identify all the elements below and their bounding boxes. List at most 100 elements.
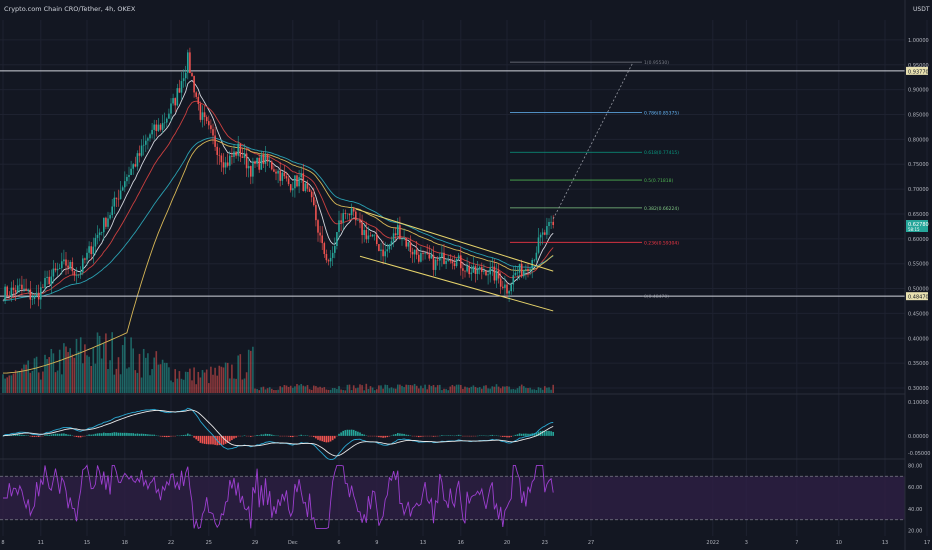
candle-body [140,145,143,156]
candle-body [149,134,151,139]
volume-bar [239,354,242,393]
candle-body [63,259,65,262]
macd-histogram-bar [203,435,206,444]
time-tick-label: 13 [420,540,426,546]
volume-bar [292,387,294,393]
channel-lines[interactable] [355,62,634,312]
volume-bar [268,387,271,393]
candle-body [98,232,101,235]
candle-body [224,162,227,168]
macd-histogram-bar [134,433,137,436]
macd-histogram-bar [82,435,84,437]
channel-line [355,208,554,272]
volume-bar [82,363,84,393]
volume-bar [380,385,382,393]
volume-bar [371,387,374,393]
volume-bar [58,349,61,393]
fib-level-label: 0.5(0.71818) [644,178,674,184]
volume-bar [430,386,433,393]
candle-body [258,157,260,170]
candle-body [468,266,470,275]
candle-body [184,72,187,79]
candle-body [508,291,510,294]
candle-body [35,292,38,296]
volume-bar [468,387,470,393]
volume-bar [334,388,336,393]
volume-bar [378,385,380,393]
macd-histogram-bar [441,435,443,436]
candle-body [90,246,92,255]
volume-bar [25,364,27,393]
volume-bar [281,387,284,393]
macd-histogram-bar [140,433,143,436]
candle-body [317,220,319,233]
volume-bar [541,389,544,393]
macd-histogram-bar [199,435,202,443]
volume-bar [394,388,397,393]
volume-bar [193,367,195,393]
candle-body [241,156,244,158]
macd-histogram-bar [132,433,134,436]
volume-bar [537,387,540,393]
candle-body [315,205,317,221]
candle-body [262,154,265,164]
candle-body [462,268,464,271]
macd-histogram-bar [546,430,548,436]
volume-bar [447,390,449,393]
candle-body [472,266,475,273]
candle-body [27,289,29,291]
macd-histogram-bar [313,435,315,438]
volume-bar [121,345,124,393]
macd-histogram-bar [233,435,235,439]
price-tick-label: 0.60000 [908,237,929,243]
volume-bar [499,388,502,393]
volume-bar [247,349,250,393]
candle-body [29,289,32,300]
candle-body [493,266,496,281]
time-tick-label: 7 [795,540,798,546]
time-tick-label: 2022 [706,540,719,546]
candle-body [159,124,162,130]
macd-histogram-bar [550,431,552,436]
volume-bar [266,388,269,393]
volume-bar [84,344,86,393]
candle-body [340,220,342,223]
candle-body [424,253,426,254]
candle-body [510,284,512,292]
volume-bar [231,364,233,393]
macd-histogram-bar [510,435,512,437]
candle-body [210,125,212,130]
candle-body [170,103,172,114]
candle-body [518,263,521,273]
candle-body [476,269,479,274]
macd-histogram-bar [31,435,34,437]
candle-body [497,270,500,279]
last-price-label: 0.62780 [908,222,929,228]
macd-histogram-bar [75,435,78,437]
candle-body [357,220,359,221]
candle-body [113,197,116,207]
candle-body [235,151,237,156]
volume-bar [329,389,332,393]
volume-bar [6,377,8,393]
volume-bar [208,383,210,393]
volume-bar [105,333,107,393]
candle-body [302,173,305,192]
macd-histogram-bar [548,430,550,436]
candle-body [485,270,487,276]
candle-body [390,241,393,245]
macd-histogram-bar [88,434,90,436]
volume-bar [294,386,296,393]
candle-body [275,171,277,174]
candle-body [145,140,147,145]
volume-bar [529,387,531,393]
price-tick-label: 0.50000 [908,287,929,293]
volume-bar [273,389,275,393]
volume-bar [426,389,428,393]
volume-bar [153,357,155,393]
candle-body [260,154,263,170]
candle-body [371,234,374,237]
candle-body [42,287,44,288]
